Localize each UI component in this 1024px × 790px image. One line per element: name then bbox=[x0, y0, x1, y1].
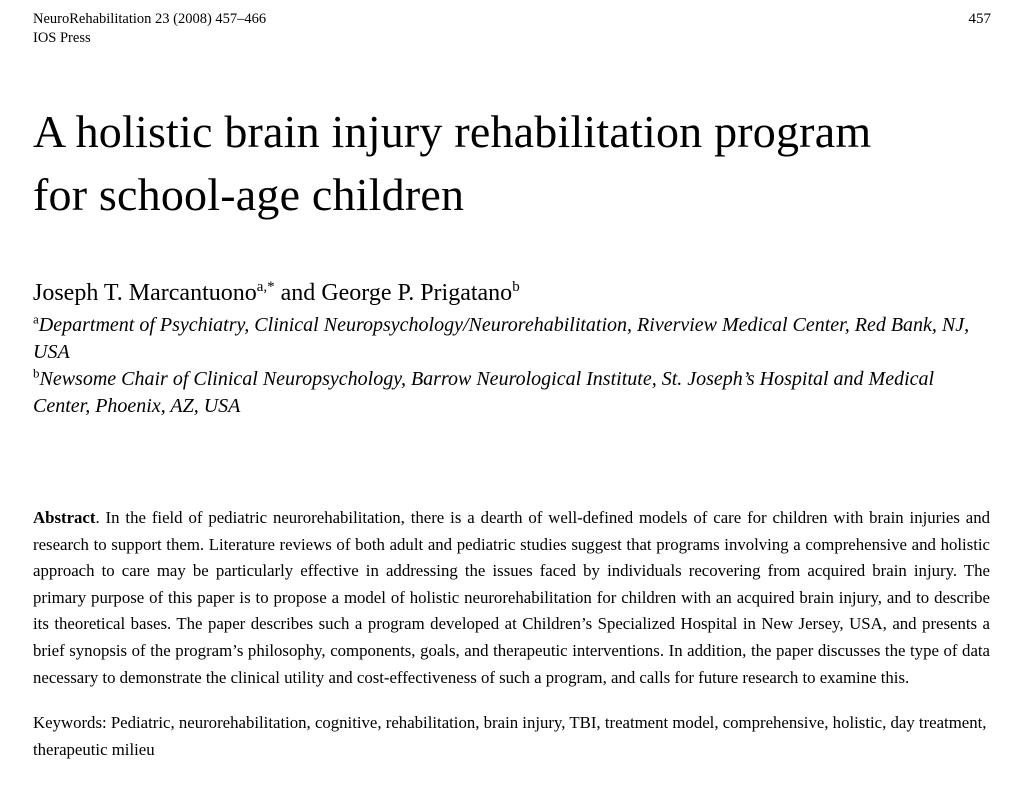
journal-citation: NeuroRehabilitation 23 (2008) 457–466 bbox=[33, 11, 267, 27]
paper-title-line2: for school-age children bbox=[33, 169, 465, 220]
publisher-name: IOS Press bbox=[33, 30, 91, 46]
abstract-keywords-block: Abstract. In the field of pediatric neur… bbox=[33, 505, 990, 763]
author-line: Joseph T. Marcantuonoa,* and George P. P… bbox=[33, 278, 990, 308]
abstract-text: . In the field of pediatric neurorehabil… bbox=[33, 508, 990, 687]
affiliation-b: bNewsome Chair of Clinical Neuropsycholo… bbox=[33, 366, 990, 420]
abstract-paragraph: Abstract. In the field of pediatric neur… bbox=[33, 505, 990, 691]
paper-title-line1: A holistic brain injury rehabilitation p… bbox=[33, 106, 872, 157]
running-header-left: NeuroRehabilitation 23 (2008) 457–466 IO… bbox=[33, 10, 266, 48]
affiliation-b-marker: b bbox=[33, 365, 40, 381]
page-number: 457 bbox=[968, 11, 992, 27]
affiliations-block: aDepartment of Psychiatry, Clinical Neur… bbox=[33, 312, 990, 420]
author-1-affiliation-marker: a,* bbox=[256, 279, 275, 295]
author-2-name: George P. Prigatano bbox=[321, 280, 513, 306]
author-separator: and bbox=[274, 280, 322, 306]
paper-title: A holistic brain injury rehabilitation p… bbox=[33, 100, 993, 226]
affiliation-a-text: Department of Psychiatry, Clinical Neuro… bbox=[33, 314, 970, 363]
keywords-line: Keywords: Pediatric, neurorehabilitation… bbox=[33, 713, 987, 760]
running-header: NeuroRehabilitation 23 (2008) 457–466 IO… bbox=[33, 10, 991, 48]
author-2-affiliation-marker: b bbox=[512, 279, 520, 295]
affiliation-a: aDepartment of Psychiatry, Clinical Neur… bbox=[33, 312, 990, 366]
affiliation-b-text: Newsome Chair of Clinical Neuropsycholog… bbox=[33, 368, 935, 417]
author-1-name: Joseph T. Marcantuono bbox=[33, 280, 257, 306]
abstract-label: Abstract bbox=[33, 508, 96, 527]
affiliation-a-marker: a bbox=[33, 311, 39, 327]
